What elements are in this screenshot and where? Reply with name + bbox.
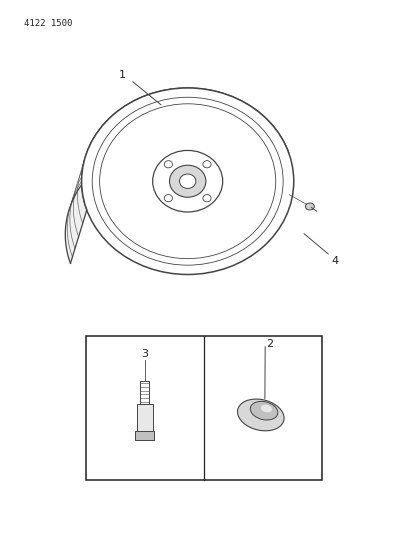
Text: 4: 4 [331,256,338,266]
Bar [140,381,149,403]
Ellipse shape [180,174,196,189]
Ellipse shape [261,405,272,413]
Ellipse shape [153,150,223,212]
Ellipse shape [164,160,173,168]
Ellipse shape [82,88,294,274]
Ellipse shape [305,203,314,210]
Bar [86,336,322,480]
Ellipse shape [250,401,278,420]
Text: 1: 1 [119,70,126,79]
Ellipse shape [203,195,211,202]
Bar [135,431,154,440]
Text: 2: 2 [266,339,273,349]
Ellipse shape [169,165,206,197]
Ellipse shape [164,195,173,202]
Text: 4122 1500: 4122 1500 [24,19,73,28]
Bar [137,404,153,432]
Text: 3: 3 [141,350,149,359]
Ellipse shape [237,399,284,431]
Ellipse shape [203,160,211,168]
Polygon shape [65,88,288,263]
